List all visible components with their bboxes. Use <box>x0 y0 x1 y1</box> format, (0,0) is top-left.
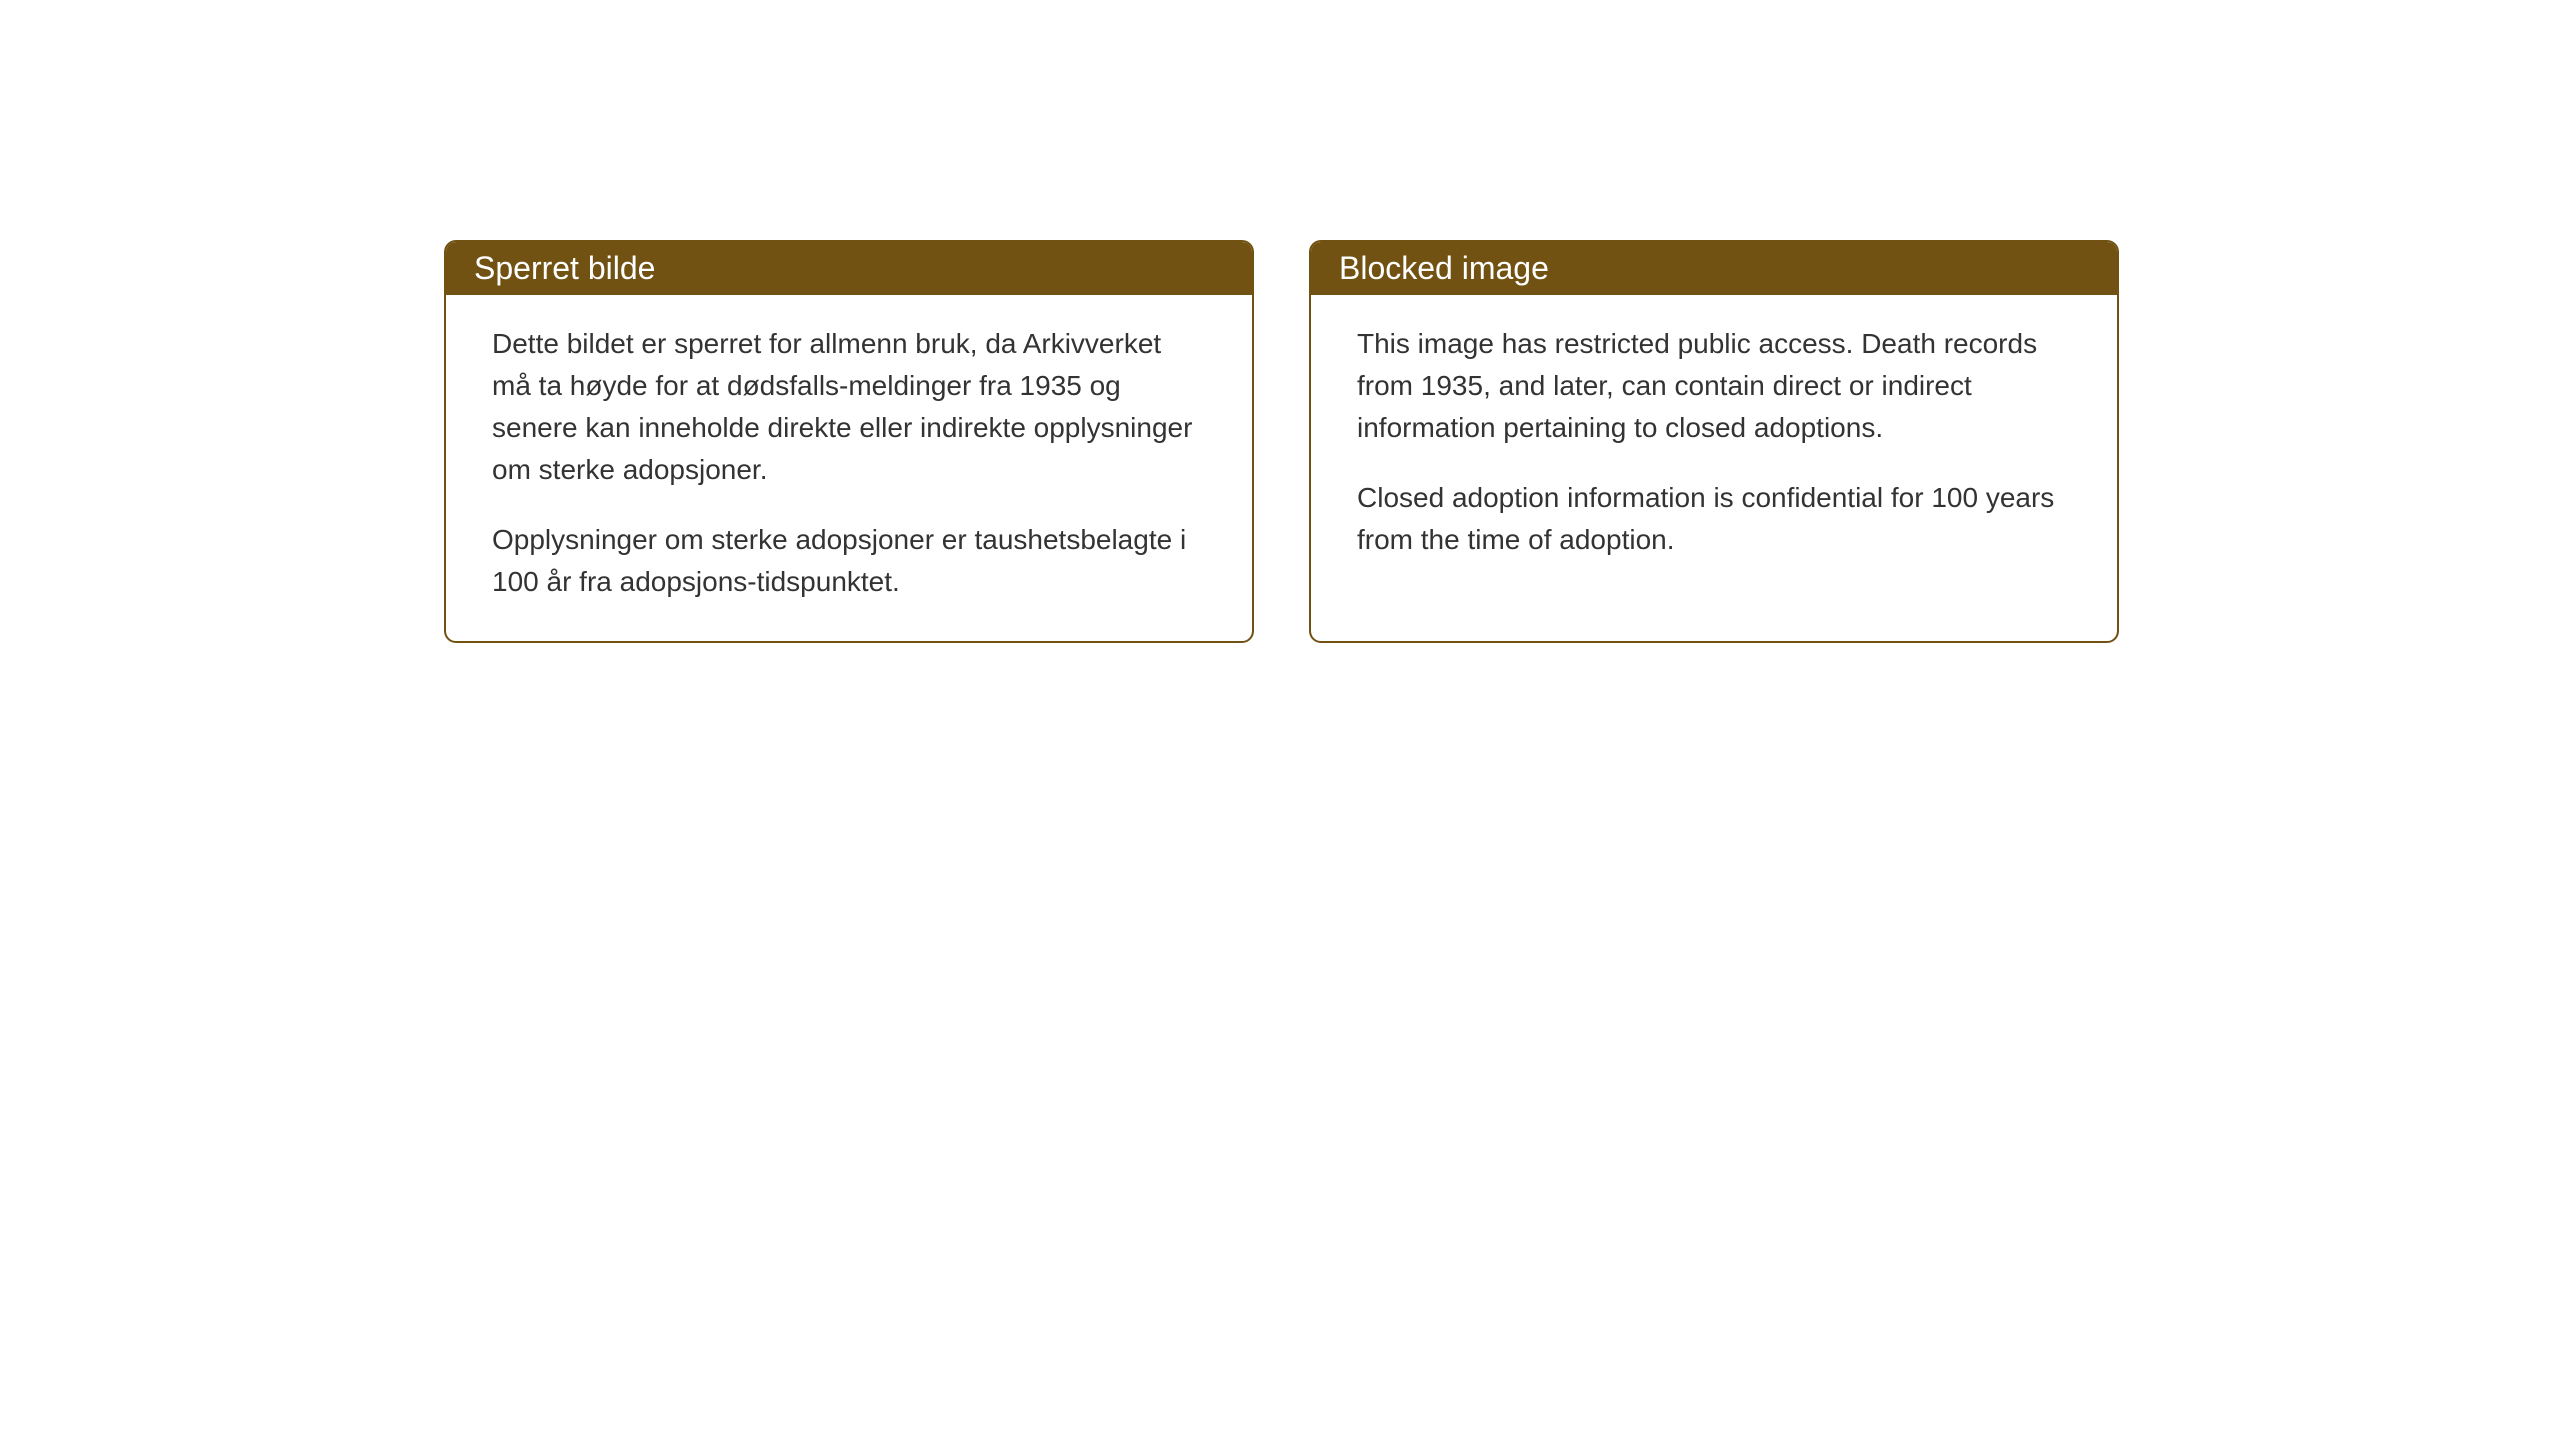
body-paragraph: This image has restricted public access.… <box>1357 323 2071 449</box>
message-header-norwegian: Sperret bilde <box>446 242 1252 295</box>
message-box-norwegian: Sperret bilde Dette bildet er sperret fo… <box>444 240 1254 643</box>
message-box-english: Blocked image This image has restricted … <box>1309 240 2119 643</box>
message-header-english: Blocked image <box>1311 242 2117 295</box>
message-body-english: This image has restricted public access.… <box>1311 295 2117 599</box>
message-body-norwegian: Dette bildet er sperret for allmenn bruk… <box>446 295 1252 641</box>
body-paragraph: Dette bildet er sperret for allmenn bruk… <box>492 323 1206 491</box>
body-paragraph: Closed adoption information is confident… <box>1357 477 2071 561</box>
header-text: Blocked image <box>1339 250 1549 286</box>
header-text: Sperret bilde <box>474 250 655 286</box>
body-paragraph: Opplysninger om sterke adopsjoner er tau… <box>492 519 1206 603</box>
message-container: Sperret bilde Dette bildet er sperret fo… <box>444 240 2119 643</box>
